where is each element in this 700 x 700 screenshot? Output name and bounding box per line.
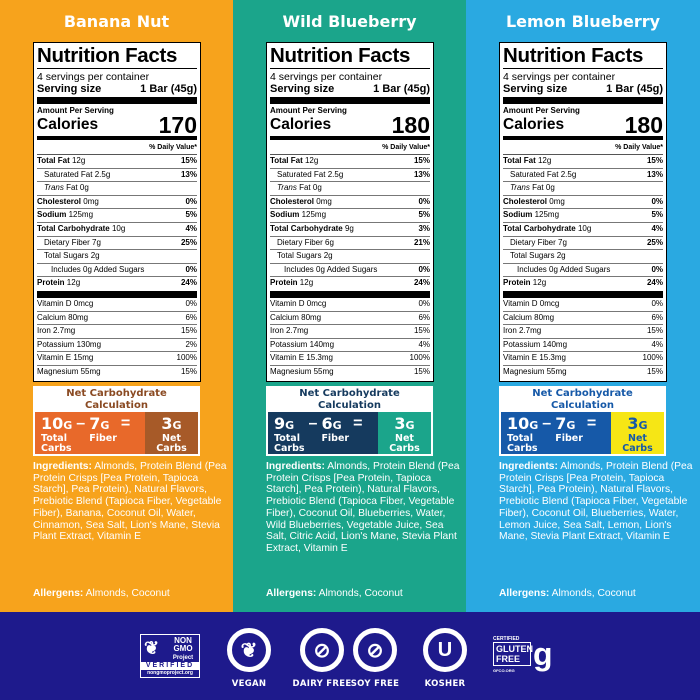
servings: 4 servings per container [503, 71, 616, 83]
nutrient-row-total-carbohydrate: Total Carbohydrate 10g 4% [503, 223, 663, 237]
nutrient-row-added-sugars: Includes 0g Added Sugars 0% [37, 264, 197, 278]
allergens: Allergens: Almonds, Coconut [266, 588, 403, 599]
leaf-icon: ❦ [227, 628, 271, 672]
nutrient-row-dietary-fiber: Dietary Fiber 7g 25% [37, 237, 197, 251]
daily-value-header: % Daily Value* [503, 142, 663, 155]
net-carb-calculation: Net Carbohydrate Calculation 10G Total Car… [33, 386, 200, 456]
nutrient-row-cholesterol: Cholesterol 0mg 0% [270, 196, 430, 210]
nutrient-row-total-carbohydrate: Total Carbohydrate 9g 3% [270, 223, 430, 237]
nutrient-row-saturated-fat: Saturated Fat 2.5g 13% [37, 169, 197, 183]
vitamin-row: Vitamin E 15.3mg 100% [503, 352, 663, 366]
ingredients: Ingredients: Almonds, Protein Blend (Pea… [266, 461, 460, 554]
amount-per-serving: Amount Per Serving [503, 106, 580, 115]
label-title: Nutrition Facts [270, 45, 430, 69]
nutrient-row-saturated-fat: Saturated Fat 2.5g 13% [270, 169, 430, 183]
flavor-title: Lemon Blueberry [505, 12, 661, 31]
flavor-panel-lemon-blueberry: Lemon Blueberry Nutrition Facts 4 servin… [466, 0, 700, 612]
gluten-free-logo: CERTIFIED GLUTEN FREE g GFCO.ORG [493, 636, 553, 673]
flavor-title: Wild Blueberry [282, 12, 417, 31]
ingredients: Ingredients: Almonds, Protein Blend (Pea… [33, 461, 227, 543]
vitamin-row: Vitamin D 0mcg 0% [37, 298, 197, 312]
servings: 4 servings per container [270, 71, 383, 83]
servings: 4 servings per container [37, 71, 150, 83]
nutrient-row-added-sugars: Includes 0g Added Sugars 0% [503, 264, 663, 278]
vitamin-row: Iron 2.7mg 15% [270, 325, 430, 339]
vitamin-row: Iron 2.7mg 15% [503, 325, 663, 339]
net-carb-calculation: Net Carbohydrate Calculation 10G Total Car… [499, 386, 666, 456]
vitamin-row: Calcium 80mg 6% [37, 312, 197, 326]
net-carb-calculation: Net Carbohydrate Calculation 9G Total Carb… [266, 386, 433, 456]
butterfly-icon: ❦ [144, 638, 160, 658]
dairy-free-badge: ⊘ DAIRY FREE [258, 628, 386, 689]
flavor-panel-banana-nut: Banana Nut Nutrition Facts 4 servings pe… [0, 0, 233, 612]
nutrient-row-total-sugars: Total Sugars 2g [270, 250, 430, 264]
nutrient-row-saturated-fat: Saturated Fat 2.5g 13% [503, 169, 663, 183]
vegan-badge: ❦ VEGAN [226, 628, 272, 689]
allergens: Allergens: Almonds, Coconut [33, 588, 170, 599]
serving-size: Serving size 1 Bar (45g) [37, 83, 197, 95]
daily-value-header: % Daily Value* [270, 142, 430, 155]
label-title: Nutrition Facts [37, 45, 197, 69]
allergens: Allergens: Almonds, Coconut [499, 588, 636, 599]
nutrient-row-total-carbohydrate: Total Carbohydrate 10g 4% [37, 223, 197, 237]
calories: Calories 180 [503, 112, 663, 138]
vitamin-row: Iron 2.7mg 15% [37, 325, 197, 339]
vitamin-row: Calcium 80mg 6% [270, 312, 430, 326]
flavor-title: Banana Nut [63, 12, 170, 31]
vitamin-row: Potassium 130mg 2% [37, 339, 197, 353]
amount-per-serving: Amount Per Serving [37, 106, 114, 115]
nutrition-facts-label: Nutrition Facts 4 servings per container… [499, 42, 667, 382]
nutrient-row-sodium: Sodium 125mg 5% [503, 209, 663, 223]
nutrient-row-total-fat: Total Fat 12g 15% [503, 155, 663, 169]
vitamin-row: Potassium 140mg 4% [270, 339, 430, 353]
calories: Calories 180 [270, 112, 430, 138]
label-title: Nutrition Facts [503, 45, 663, 69]
nutrition-facts-label: Nutrition Facts 4 servings per container… [33, 42, 201, 382]
nutrient-row-protein: Protein 12g 24% [37, 278, 197, 288]
serving-size: Serving size 1 Bar (45g) [270, 83, 430, 95]
vitamin-row: Magnesium 55mg 15% [503, 366, 663, 376]
kosher-badge: U KOSHER [420, 628, 470, 689]
flavor-panel-wild-blueberry: Wild Blueberry Nutrition Facts 4 serving… [233, 0, 466, 612]
gluten-g-icon: g [533, 636, 553, 672]
nutrient-row-dietary-fiber: Dietary Fiber 7g 25% [503, 237, 663, 251]
nutrient-row-trans-fat: Trans Fat 0g [503, 182, 663, 196]
calories: Calories 170 [37, 112, 197, 138]
nutrient-row-trans-fat: Trans Fat 0g [270, 182, 430, 196]
ingredients: Ingredients: Almonds, Protein Blend (Pea… [499, 461, 693, 543]
nutrient-row-total-sugars: Total Sugars 2g [37, 250, 197, 264]
nutrient-row-total-fat: Total Fat 12g 15% [37, 155, 197, 169]
kosher-u-icon: U [423, 628, 467, 672]
vitamin-row: Magnesium 55mg 15% [37, 366, 197, 376]
nutrient-row-total-sugars: Total Sugars 2g [503, 250, 663, 264]
nutrient-row-sodium: Sodium 125mg 5% [270, 209, 430, 223]
amount-per-serving: Amount Per Serving [270, 106, 347, 115]
non-gmo-logo: ❦ NON GMO Project VERIFIED nongmoproject.o… [140, 634, 200, 678]
certifications-bar: ❦ NON GMO Project VERIFIED nongmoproject.o… [0, 612, 700, 700]
soy-free-badge: ⊘ SOY FREE [330, 628, 420, 689]
nutrient-row-dietary-fiber: Dietary Fiber 6g 21% [270, 237, 430, 251]
nutrition-facts-label: Nutrition Facts 4 servings per container… [266, 42, 434, 382]
vitamin-row: Magnesium 55mg 15% [270, 366, 430, 376]
nutrient-row-added-sugars: Includes 0g Added Sugars 0% [270, 264, 430, 278]
nutrient-row-protein: Protein 12g 24% [270, 278, 430, 288]
nutrient-row-trans-fat: Trans Fat 0g [37, 182, 197, 196]
vitamin-row: Vitamin E 15mg 100% [37, 352, 197, 366]
nutrient-row-total-fat: Total Fat 12g 15% [270, 155, 430, 169]
vitamin-row: Vitamin D 0mcg 0% [503, 298, 663, 312]
no-soy-icon: ⊘ [353, 628, 397, 672]
serving-size: Serving size 1 Bar (45g) [503, 83, 663, 95]
no-milk-icon: ⊘ [300, 628, 344, 672]
vitamin-row: Vitamin D 0mcg 0% [270, 298, 430, 312]
nutrient-row-cholesterol: Cholesterol 0mg 0% [503, 196, 663, 210]
nutrient-row-sodium: Sodium 125mg 5% [37, 209, 197, 223]
vitamin-row: Potassium 140mg 4% [503, 339, 663, 353]
daily-value-header: % Daily Value* [37, 142, 197, 155]
vitamin-row: Vitamin E 15.3mg 100% [270, 352, 430, 366]
nutrient-row-protein: Protein 12g 24% [503, 278, 663, 288]
nutrient-row-cholesterol: Cholesterol 0mg 0% [37, 196, 197, 210]
vitamin-row: Calcium 80mg 6% [503, 312, 663, 326]
